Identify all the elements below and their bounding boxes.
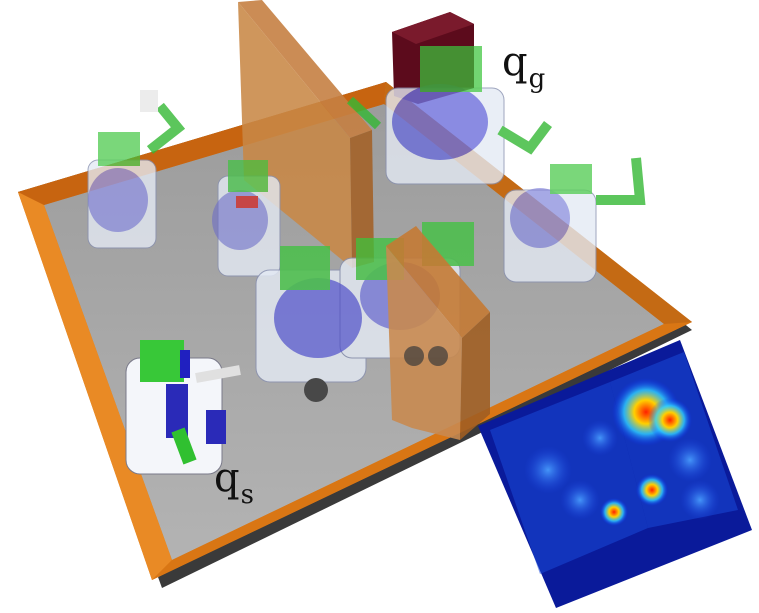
goal-configuration-label: qg: [502, 42, 545, 92]
robot-ghost-goal: [346, 46, 552, 185]
divider-wall-front: [386, 226, 490, 440]
robot-start: [125, 340, 241, 475]
start-label-base: q: [214, 455, 240, 501]
robot-ghost-right: [503, 157, 646, 283]
robot-ghost-top-left: [87, 90, 186, 249]
robot-ghost-top-center: [212, 160, 281, 277]
goal-label-base: q: [502, 39, 528, 85]
start-label-subscript: s: [240, 480, 254, 510]
density-heatmap: [478, 340, 752, 608]
goal-label-subscript: g: [528, 64, 546, 94]
start-configuration-label: qs: [214, 458, 254, 508]
divider-wall-back: [238, 0, 374, 268]
